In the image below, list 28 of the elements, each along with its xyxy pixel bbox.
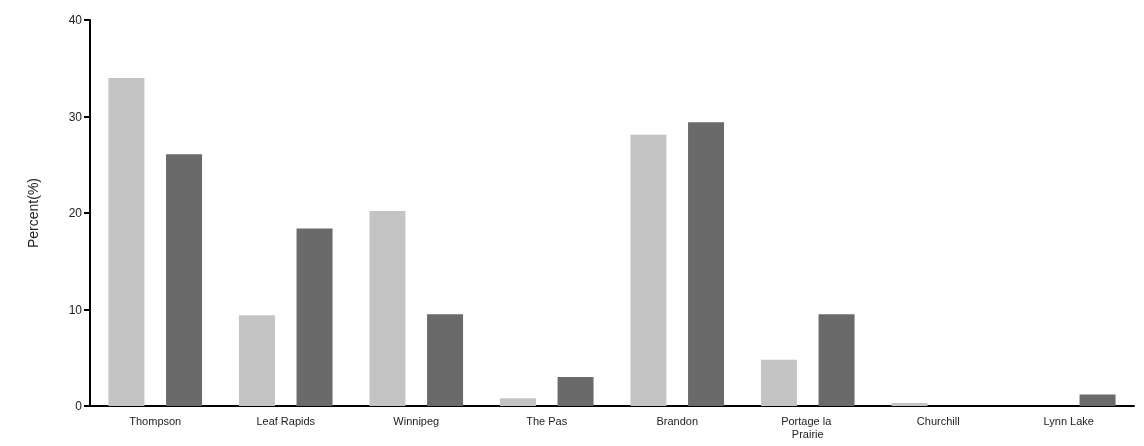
- bar: [891, 403, 928, 406]
- bar: [818, 314, 855, 406]
- bar: [238, 315, 275, 406]
- x-tick-label: Churchill: [916, 414, 960, 427]
- bar: [427, 314, 464, 406]
- y-tick-label: 30: [68, 109, 83, 124]
- bar: [369, 211, 406, 406]
- y-tick-label: 10: [68, 302, 83, 317]
- x-tick-label: Winnipeg: [393, 414, 440, 427]
- x-tick-label: Brandon: [656, 414, 699, 427]
- y-tick-label: 40: [68, 13, 83, 27]
- y-tick-label: 20: [68, 206, 83, 220]
- x-tick-label: Portage la Prairie: [781, 414, 835, 440]
- bar: [108, 77, 145, 406]
- y-axis-title: Percent(%): [25, 177, 41, 249]
- y-tick-label: 0: [75, 399, 83, 413]
- bar: [630, 134, 667, 406]
- bar: [760, 359, 797, 406]
- bar: [688, 122, 725, 406]
- bar: [1079, 394, 1116, 406]
- bar: [557, 377, 594, 406]
- bar: [499, 398, 536, 406]
- x-tick-label: Leaf Rapids: [256, 414, 316, 427]
- x-tick-label: The Pas: [526, 414, 568, 427]
- bar: [166, 154, 203, 406]
- x-tick-label: Lynn Lake: [1043, 414, 1094, 427]
- x-tick-label: Thompson: [129, 414, 182, 427]
- bar: [296, 228, 333, 406]
